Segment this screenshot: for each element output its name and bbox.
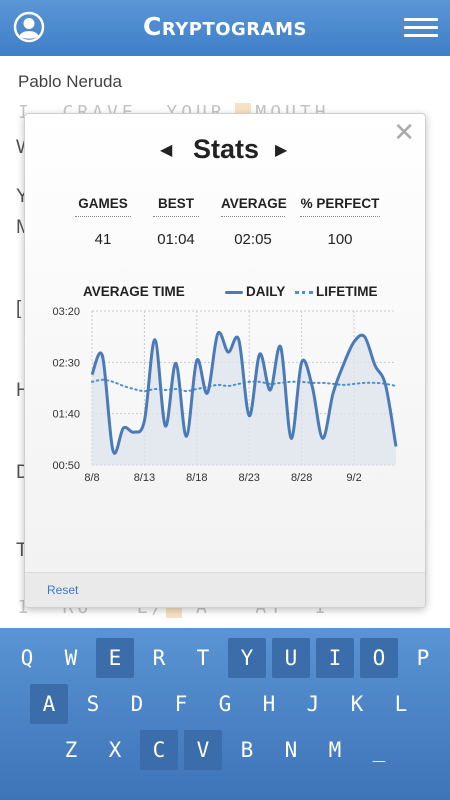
key-h[interactable]: H	[262, 692, 276, 716]
letter-keyboard: Q W E R T Y U I O P A S D F G H J K L Z X C V B N M _	[0, 628, 450, 800]
key-y[interactable]: Y	[228, 638, 266, 678]
puzzle-letter: [	[16, 298, 22, 319]
reset-link[interactable]: Reset	[47, 583, 79, 597]
x-tick-label: 8/23	[239, 472, 260, 484]
stats-dialog: ✕ ◀ Stats ▶ GAMES 41 BEST 01:04 AVERAGE …	[24, 113, 426, 608]
daily-area	[92, 332, 396, 465]
hamburger-menu-icon[interactable]	[404, 18, 438, 38]
key-i[interactable]: I	[316, 638, 354, 678]
modal-footer: Reset	[25, 572, 425, 607]
x-tick-label: 9/2	[346, 472, 361, 484]
daily-series-line	[90, 330, 398, 455]
key-p[interactable]: P	[416, 646, 430, 670]
key-t[interactable]: T	[196, 646, 210, 670]
close-x-icon[interactable]: ✕	[393, 118, 415, 148]
key-s[interactable]: S	[86, 692, 100, 716]
app-header: Cryptograms	[0, 0, 450, 56]
key-c[interactable]: C	[140, 730, 178, 770]
y-tick-label: 01:40	[52, 409, 80, 421]
key-d[interactable]: D	[130, 692, 144, 716]
key-r[interactable]: R	[152, 646, 166, 670]
legend-lifetime: LIFETIME	[295, 284, 378, 299]
y-tick-label: 03:20	[52, 306, 80, 318]
key-z[interactable]: Z	[64, 738, 78, 762]
x-tick-label: 8/18	[186, 472, 207, 484]
key-n[interactable]: N	[284, 738, 298, 762]
key-k[interactable]: K	[350, 692, 364, 716]
stat-value: 100	[327, 231, 353, 248]
key-f[interactable]: F	[174, 692, 188, 716]
key-v[interactable]: V	[184, 730, 222, 770]
y-tick-label: 00:50	[52, 460, 80, 472]
stat-value: 01:04	[157, 231, 195, 248]
key-w[interactable]: W	[64, 646, 78, 670]
x-tick-label: 8/28	[291, 472, 312, 484]
key-g[interactable]: G	[218, 692, 232, 716]
y-tick-label: 02:30	[52, 357, 80, 369]
stat-label: AVERAGE	[221, 196, 287, 217]
key-o[interactable]: O	[360, 638, 398, 678]
legend-label: DAILY	[246, 284, 286, 299]
stat-best: BEST 01:04	[153, 196, 199, 248]
stat-perfect: % PERFECT 100	[300, 196, 380, 248]
key-m[interactable]: M	[328, 738, 342, 762]
key-b[interactable]: B	[240, 738, 254, 762]
average-time-chart: 00:50 01:40 02:30 03:20 8/8 8/13 8/18 8/23 8/28 9…	[52, 306, 398, 484]
key-l[interactable]: L	[394, 692, 408, 716]
stat-value: 41	[94, 231, 112, 248]
chart-title: AVERAGE TIME	[83, 284, 185, 299]
x-tick-label: 8/13	[134, 472, 155, 484]
puzzle-letter: T	[16, 540, 28, 561]
key-j[interactable]: J	[306, 692, 320, 716]
stat-average: AVERAGE 02:05	[221, 196, 287, 248]
legend-daily: DAILY	[225, 284, 285, 299]
puzzle-author: Pablo Neruda	[18, 72, 122, 91]
key-space[interactable]: _	[372, 738, 386, 762]
legend-label: LIFETIME	[316, 284, 378, 299]
key-a[interactable]: A	[30, 684, 68, 724]
key-u[interactable]: U	[272, 638, 310, 678]
stat-label: BEST	[153, 196, 199, 217]
app-title: Cryptograms	[143, 12, 307, 41]
x-tick-label: 8/8	[84, 472, 99, 484]
key-x[interactable]: X	[108, 738, 122, 762]
key-e[interactable]: E	[96, 638, 134, 678]
stats-title: Stats	[192, 134, 260, 164]
user-circle-icon[interactable]	[13, 11, 45, 43]
stat-label: % PERFECT	[300, 196, 380, 217]
stat-label: GAMES	[75, 196, 131, 217]
key-q[interactable]: Q	[20, 646, 34, 670]
stat-games: GAMES 41	[75, 196, 131, 248]
stat-value: 02:05	[234, 231, 272, 248]
triangle-left-icon[interactable]: ◀	[160, 140, 173, 159]
triangle-right-icon[interactable]: ▶	[275, 140, 288, 159]
